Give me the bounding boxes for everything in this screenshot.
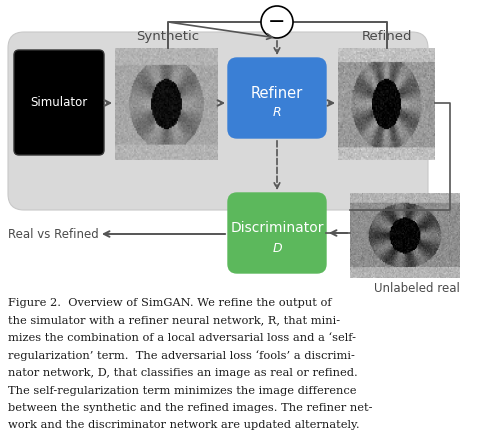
Text: Synthetic: Synthetic — [136, 30, 199, 43]
Text: Simulator: Simulator — [30, 96, 87, 110]
Text: mizes the combination of a local adversarial loss and a ‘self-: mizes the combination of a local adversa… — [8, 333, 356, 343]
FancyBboxPatch shape — [228, 58, 326, 138]
FancyBboxPatch shape — [8, 32, 428, 210]
Text: R: R — [273, 106, 281, 120]
Text: −: − — [268, 12, 286, 32]
Circle shape — [261, 6, 293, 38]
Text: The self-regularization term minimizes the image difference: The self-regularization term minimizes t… — [8, 385, 356, 396]
Text: Unlabeled real: Unlabeled real — [374, 282, 460, 295]
Text: Refined: Refined — [362, 30, 412, 43]
Text: Discriminator: Discriminator — [230, 221, 324, 235]
Text: regularization’ term.  The adversarial loss ‘fools’ a discrimi-: regularization’ term. The adversarial lo… — [8, 351, 355, 361]
Text: work and the discriminator network are updated alternately.: work and the discriminator network are u… — [8, 421, 359, 430]
FancyBboxPatch shape — [14, 50, 104, 155]
Text: between the synthetic and the refined images. The refiner net-: between the synthetic and the refined im… — [8, 403, 373, 413]
FancyBboxPatch shape — [228, 193, 326, 273]
Text: Refiner: Refiner — [251, 85, 303, 100]
Text: D: D — [272, 242, 282, 254]
Text: Figure 2.  Overview of SimGAN. We refine the output of: Figure 2. Overview of SimGAN. We refine … — [8, 298, 331, 308]
Text: the simulator with a refiner neural network, R, that mini-: the simulator with a refiner neural netw… — [8, 315, 340, 326]
Text: nator network, D, that classifies an image as real or refined.: nator network, D, that classifies an ima… — [8, 368, 358, 378]
Text: Real vs Refined: Real vs Refined — [8, 227, 99, 241]
